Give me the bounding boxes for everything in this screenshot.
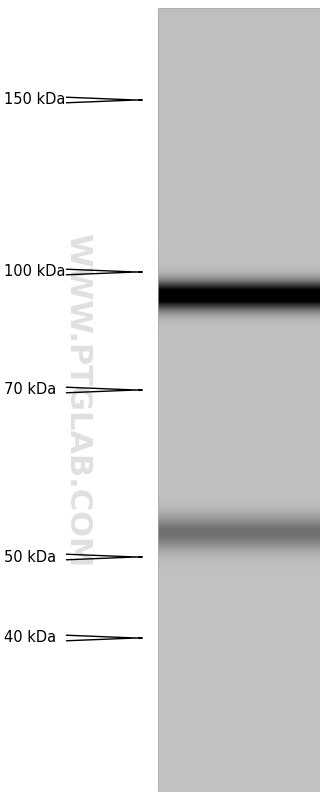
Text: WWW.PTGLAB.COM: WWW.PTGLAB.COM	[63, 233, 92, 567]
Text: 100 kDa: 100 kDa	[4, 264, 66, 280]
Text: 70 kDa: 70 kDa	[4, 383, 56, 397]
Text: 40 kDa: 40 kDa	[4, 630, 56, 646]
Text: 50 kDa: 50 kDa	[4, 550, 56, 565]
Text: 150 kDa: 150 kDa	[4, 93, 65, 108]
